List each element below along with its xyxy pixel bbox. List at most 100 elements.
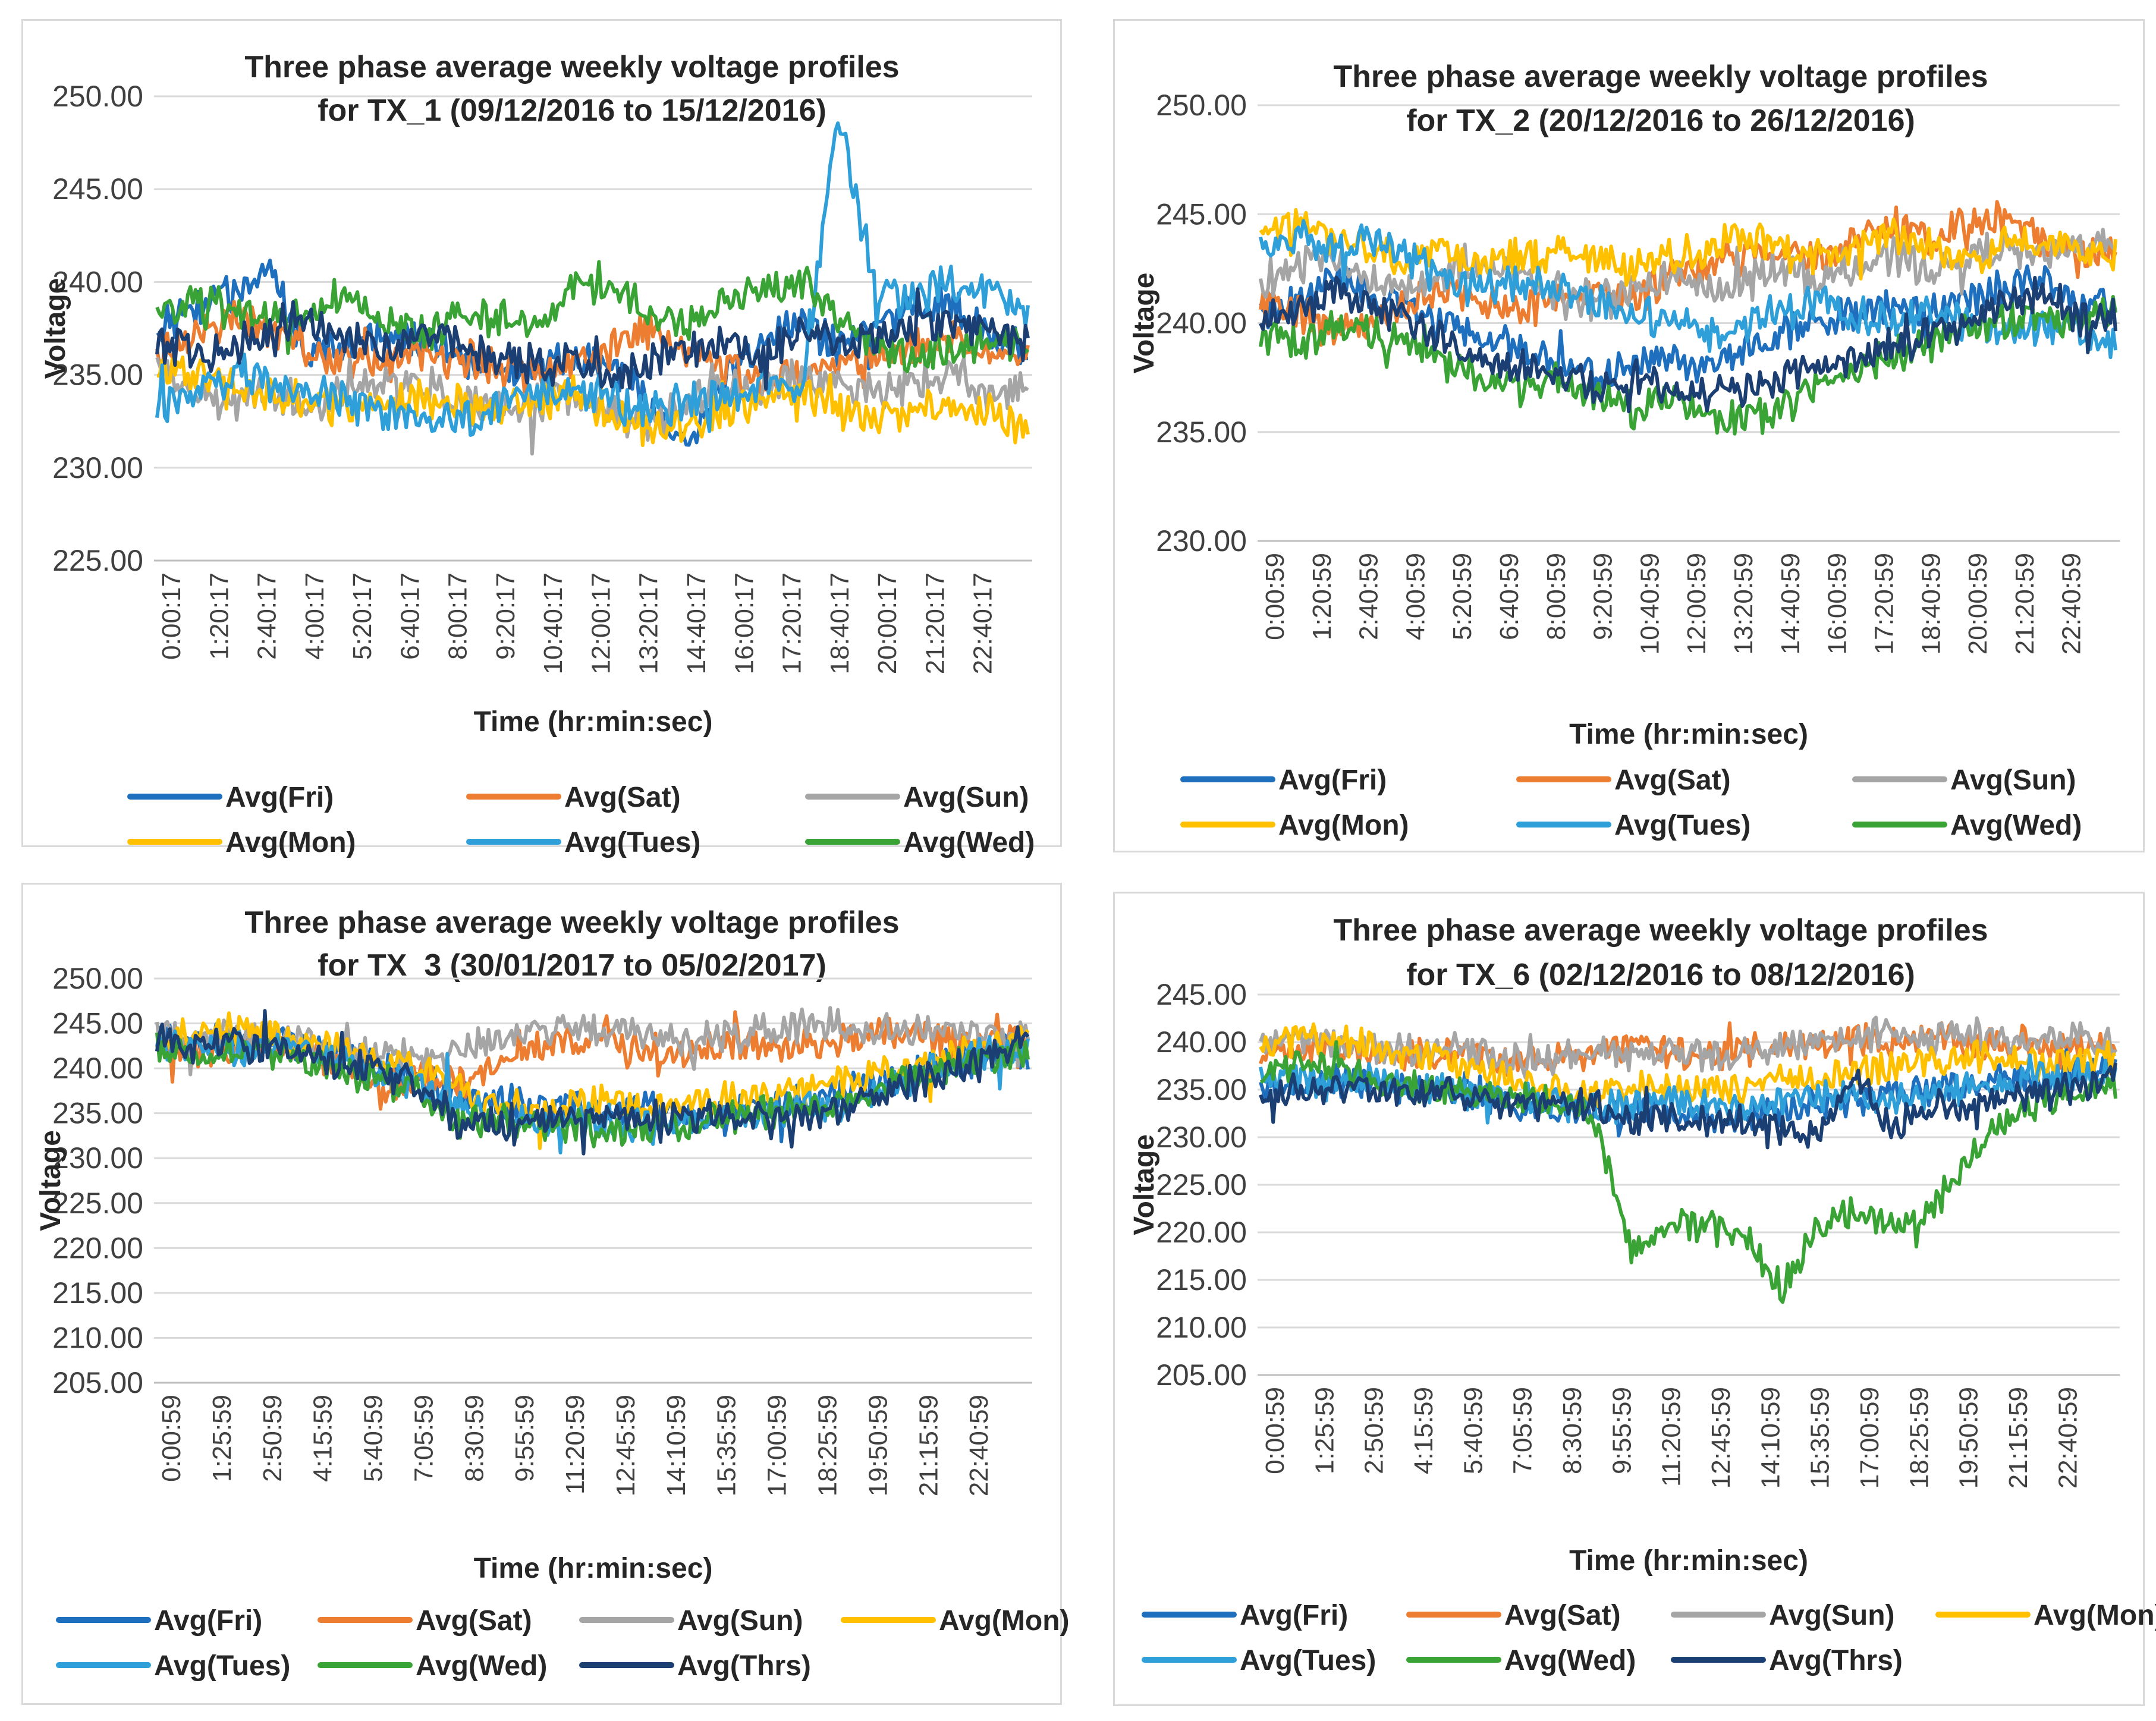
y-tick-label: 230.00 (1156, 1121, 1247, 1154)
voltage-chart-tx2: Three phase average weekly voltage profi… (1129, 59, 2120, 841)
y-tick-label: 235.00 (52, 358, 143, 392)
x-tick-label: 5:20:59 (1448, 553, 1477, 640)
legend-label: Avg(Fri) (154, 1605, 262, 1637)
y-tick-label: 210.00 (52, 1321, 143, 1354)
legend-label: Avg(Tues) (1240, 1645, 1376, 1676)
legend-label: Avg(Wed) (1504, 1645, 1636, 1676)
series-line (1259, 208, 2117, 287)
series-line (1259, 1022, 2116, 1109)
legend-label: Avg(Tues) (564, 827, 700, 858)
y-tick-label: 240.00 (1156, 1025, 1247, 1059)
voltage-chart-tx1: Three phase average weekly voltage profi… (40, 50, 1035, 858)
series-line (155, 1009, 1030, 1156)
x-axis-label: Time (hr:min:sec) (1569, 1545, 1808, 1577)
chart-panel-tx2: Three phase average weekly voltage profi… (1113, 19, 2145, 852)
y-tick-label: 250.00 (52, 80, 143, 113)
x-axis-label: Time (hr:min:sec) (474, 1553, 713, 1584)
legend-label: Avg(Sun) (1950, 764, 2076, 796)
y-tick-label: 250.00 (1156, 89, 1247, 122)
x-tick-label: 13:20:59 (1729, 553, 1758, 655)
y-tick-label: 225.00 (1156, 1168, 1247, 1201)
x-tick-label: 21:20:17 (920, 572, 950, 674)
x-tick-label: 20:00:17 (873, 572, 902, 674)
x-tick-label: 12:00:17 (586, 572, 615, 674)
x-tick-label: 18:40:17 (825, 572, 854, 674)
x-tick-label: 9:20:17 (491, 572, 520, 660)
x-tick-label: 9:55:59 (510, 1395, 539, 1482)
x-tick-label: 18:40:59 (1916, 553, 1946, 655)
y-tick-label: 205.00 (1156, 1358, 1247, 1392)
x-axis-label: Time (hr:min:sec) (474, 706, 713, 738)
legend-label: Avg(Sat) (1614, 764, 1731, 796)
x-tick-label: 9:20:59 (1589, 553, 1618, 640)
legend-label: Avg(Sat) (416, 1605, 532, 1637)
x-tick-label: 10:40:59 (1635, 553, 1664, 655)
series-line (155, 121, 1030, 437)
y-axis-label: Voltage (1129, 273, 1160, 374)
chart-title-line: Three phase average weekly voltage profi… (244, 905, 899, 940)
chart-panel-tx3: Three phase average weekly voltage profi… (21, 883, 1070, 1705)
legend-label: Avg(Wed) (416, 1650, 547, 1682)
x-tick-label: 0:00:59 (157, 1395, 186, 1482)
y-tick-label: 250.00 (52, 962, 143, 995)
legend-label: Avg(Thrs) (1769, 1645, 1903, 1676)
x-tick-label: 4:15:59 (309, 1395, 338, 1482)
x-tick-label: 8:00:17 (444, 572, 473, 660)
legend-label: Avg(Mon) (2034, 1600, 2156, 1631)
x-tick-label: 11:20:59 (561, 1395, 590, 1495)
legend-label: Avg(Tues) (154, 1650, 290, 1682)
series-line (1259, 1040, 2117, 1304)
x-tick-label: 2:50:59 (258, 1395, 287, 1482)
x-tick-label: 1:20:59 (1308, 553, 1337, 640)
x-tick-label: 0:00:17 (157, 572, 186, 660)
x-tick-label: 21:15:59 (914, 1395, 943, 1496)
chart-title-line: for TX_2 (20/12/2016 to 26/12/2016) (1406, 103, 1915, 138)
chart-panel-tx6: Three phase average weekly voltage profi… (1113, 892, 2156, 1706)
x-tick-label: 22:40:59 (2057, 553, 2086, 655)
x-tick-label: 0:00:59 (1261, 553, 1290, 640)
legend-label: Avg(Sun) (903, 782, 1029, 813)
x-tick-label: 22:40:17 (969, 572, 998, 674)
x-axis-label: Time (hr:min:sec) (1569, 719, 1808, 750)
y-tick-label: 235.00 (52, 1097, 143, 1130)
x-tick-label: 8:30:59 (460, 1395, 489, 1482)
x-tick-label: 7:05:59 (1508, 1387, 1538, 1474)
x-tick-label: 21:20:59 (2010, 553, 2039, 655)
x-tick-label: 12:45:59 (1706, 1387, 1736, 1489)
x-tick-label: 16:00:59 (1823, 553, 1852, 655)
x-tick-label: 6:40:17 (395, 572, 425, 660)
y-tick-label: 230.00 (1156, 524, 1247, 558)
x-tick-label: 14:10:59 (1756, 1387, 1785, 1489)
series-line (155, 287, 1030, 391)
x-tick-label: 17:20:17 (778, 572, 807, 674)
chart-panel-tx1: Three phase average weekly voltage profi… (21, 19, 1062, 858)
legend-label: Avg(Wed) (903, 827, 1035, 858)
y-tick-label: 215.00 (1156, 1263, 1247, 1297)
x-tick-label: 15:35:59 (1806, 1387, 1835, 1489)
series-line (1259, 275, 2117, 414)
series-line (1259, 295, 2117, 436)
x-tick-label: 0:00:59 (1261, 1387, 1290, 1474)
y-tick-label: 205.00 (52, 1366, 143, 1399)
x-tick-label: 17:20:59 (1869, 553, 1899, 655)
legend-label: Avg(Fri) (225, 782, 334, 813)
y-tick-label: 245.00 (1156, 978, 1247, 1011)
y-axis-label: Voltage (35, 1130, 67, 1231)
legend-label: Avg(Fri) (1240, 1600, 1348, 1631)
series-line (1259, 1062, 2117, 1150)
y-tick-label: 240.00 (1156, 307, 1247, 340)
x-tick-label: 1:20:17 (205, 572, 234, 660)
legend-label: Avg(Mon) (939, 1605, 1070, 1637)
x-tick-label: 14:40:17 (682, 572, 711, 674)
x-tick-label: 19:50:59 (863, 1395, 892, 1496)
x-tick-label: 15:35:59 (712, 1395, 741, 1496)
chart-title-line: for TX_6 (02/12/2016 to 08/12/2016) (1406, 958, 1915, 992)
x-tick-label: 4:00:17 (300, 572, 329, 660)
voltage-chart-tx3: Three phase average weekly voltage profi… (35, 905, 1070, 1682)
x-tick-label: 1:25:59 (1310, 1387, 1339, 1474)
x-tick-label: 17:00:59 (763, 1395, 792, 1496)
x-tick-label: 18:25:59 (813, 1395, 843, 1496)
y-tick-label: 235.00 (1156, 416, 1247, 449)
x-tick-label: 8:00:59 (1542, 553, 1571, 640)
legend-label: Avg(Sun) (677, 1605, 803, 1637)
